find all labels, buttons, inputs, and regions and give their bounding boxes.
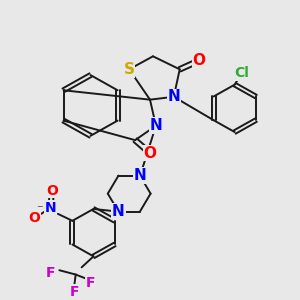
Text: F: F <box>70 285 79 299</box>
Text: N: N <box>150 118 162 133</box>
Text: N: N <box>45 201 56 215</box>
Text: N: N <box>134 168 146 183</box>
Text: F: F <box>86 276 95 290</box>
Text: ⁻: ⁻ <box>36 204 43 217</box>
Text: O: O <box>28 211 40 225</box>
Text: O: O <box>143 146 157 160</box>
Text: N: N <box>167 89 180 104</box>
Text: O: O <box>46 184 58 198</box>
Text: Cl: Cl <box>235 66 250 80</box>
Text: N: N <box>112 204 125 219</box>
Text: F: F <box>46 266 55 280</box>
Text: S: S <box>124 62 135 77</box>
Text: O: O <box>193 53 206 68</box>
